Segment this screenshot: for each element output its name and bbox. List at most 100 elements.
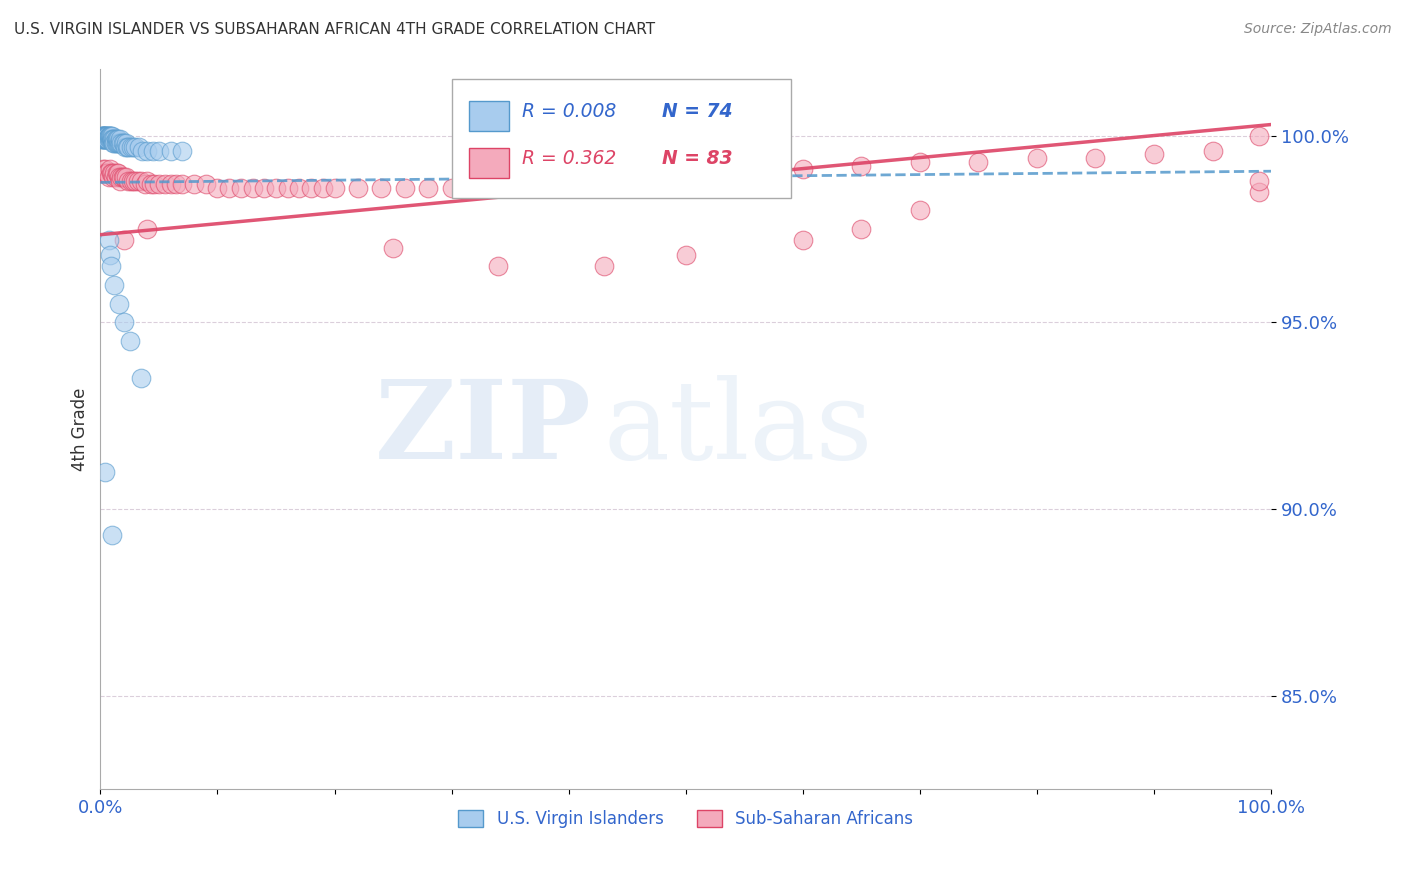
Point (111, 169, 134, 184)
Point (107, 166, 129, 180)
Point (93, 166, 115, 180)
Point (103, 132, 125, 146)
Point (142, 144, 165, 158)
Point (103, 166, 125, 180)
Point (117, 140, 139, 154)
Point (148, 178, 170, 192)
Point (128, 140, 150, 154)
Point (153, 178, 176, 192)
Point (105, 132, 128, 146)
Point (172, 144, 194, 158)
Point (851, 159, 873, 173)
Point (107, 136, 129, 151)
Point (159, 144, 181, 158)
Point (96, 128, 118, 143)
Point (100, 260, 122, 274)
Point (1249, 173, 1271, 187)
Point (96, 166, 118, 180)
Point (104, 136, 127, 151)
Text: ZIP: ZIP (375, 376, 592, 483)
Point (110, 173, 132, 187)
Point (143, 178, 166, 192)
Point (97, 128, 120, 143)
Point (486, 178, 509, 192)
Point (111, 136, 134, 151)
Text: R = 0.008: R = 0.008 (522, 103, 616, 121)
Point (110, 136, 132, 151)
Point (93, 132, 115, 146)
Point (1249, 128, 1271, 143)
Point (288, 181, 311, 195)
Point (122, 173, 145, 187)
Point (94, 162, 117, 177)
Point (159, 178, 181, 192)
Point (115, 136, 138, 151)
Point (117, 173, 139, 187)
Point (1249, 185, 1271, 199)
Point (394, 181, 416, 195)
Point (118, 334, 141, 348)
Point (90, 166, 112, 180)
Point (96, 128, 118, 143)
Point (207, 181, 229, 195)
Point (382, 241, 405, 255)
Point (112, 233, 135, 247)
Point (127, 173, 149, 187)
Point (101, 132, 124, 146)
Point (418, 181, 440, 195)
Point (851, 222, 873, 236)
Point (101, 132, 124, 146)
Text: atlas: atlas (603, 376, 873, 483)
Point (98, 128, 121, 143)
Point (108, 136, 131, 151)
Point (94, 465, 117, 479)
Point (103, 278, 125, 293)
Point (136, 222, 159, 236)
Point (347, 181, 370, 195)
Point (172, 178, 194, 192)
Point (112, 315, 135, 329)
Point (90, 128, 112, 143)
Point (131, 144, 153, 158)
Point (792, 162, 814, 177)
Point (124, 173, 146, 187)
Point (908, 203, 931, 218)
Text: Source: ZipAtlas.com: Source: ZipAtlas.com (1244, 22, 1392, 37)
Point (165, 178, 187, 192)
Point (110, 132, 132, 146)
Text: U.S. VIRGIN ISLANDER VS SUBSAHARAN AFRICAN 4TH GRADE CORRELATION CHART: U.S. VIRGIN ISLANDER VS SUBSAHARAN AFRIC… (14, 22, 655, 37)
Point (440, 181, 463, 195)
Point (110, 169, 132, 184)
Point (98, 248, 121, 262)
Point (115, 169, 138, 184)
Point (100, 128, 122, 143)
Point (534, 173, 557, 187)
Point (122, 140, 145, 154)
Point (90, 132, 112, 146)
Point (264, 181, 287, 195)
Point (117, 140, 139, 154)
Point (97, 128, 120, 143)
Point (103, 136, 125, 151)
Point (134, 178, 156, 192)
Point (96, 128, 118, 143)
Point (93, 128, 115, 143)
Point (486, 260, 509, 274)
Point (733, 162, 755, 177)
Point (675, 248, 697, 262)
Point (112, 136, 135, 151)
Point (1201, 144, 1223, 158)
Point (97, 132, 120, 146)
Point (592, 169, 614, 184)
Point (100, 166, 122, 180)
Point (97, 169, 120, 184)
Point (1026, 151, 1049, 165)
Point (101, 128, 124, 143)
Point (229, 181, 252, 195)
Legend: U.S. Virgin Islanders, Sub-Saharan Africans: U.S. Virgin Islanders, Sub-Saharan Afric… (451, 804, 920, 835)
Point (323, 181, 346, 195)
Text: N = 74: N = 74 (662, 103, 733, 121)
Point (253, 181, 276, 195)
Point (91, 132, 114, 146)
Point (91, 162, 114, 177)
